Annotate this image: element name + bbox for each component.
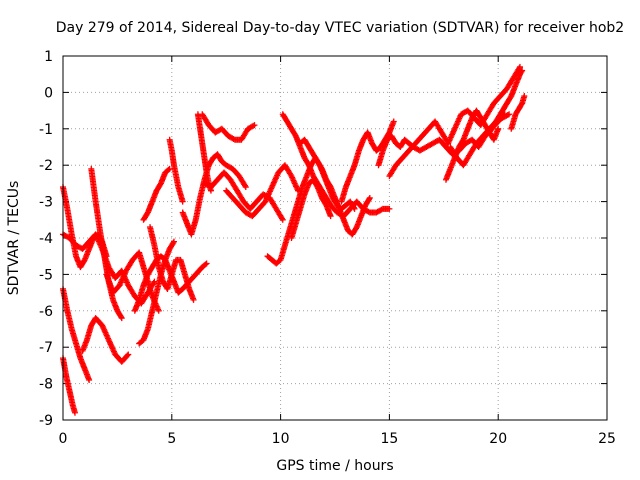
data-point	[202, 261, 209, 268]
series-arc-15	[199, 111, 258, 143]
data-point	[366, 194, 373, 201]
chart-title: Day 279 of 2014, Sidereal Day-to-day VTE…	[56, 20, 624, 36]
data-point	[125, 351, 132, 358]
data-point	[518, 68, 525, 75]
series-arc-16	[201, 169, 286, 223]
y-tick-label: -9	[39, 413, 53, 429]
data-point	[521, 93, 528, 100]
x-tick-label: 10	[272, 431, 290, 447]
y-tick-label: -7	[39, 340, 53, 356]
series-arc-20	[288, 176, 334, 241]
y-tick-label: -3	[39, 195, 53, 211]
series-arc-21	[297, 136, 373, 238]
data-point	[250, 122, 257, 129]
series-arc-10	[147, 224, 197, 303]
series-arc-28	[508, 93, 528, 132]
data-point	[386, 205, 393, 212]
series-arc-25	[442, 107, 502, 183]
y-tick-label: -8	[39, 377, 53, 393]
grid	[63, 56, 607, 420]
x-tick-label: 0	[59, 431, 68, 447]
data-point	[506, 111, 513, 118]
data-point	[170, 239, 177, 246]
x-tick-label: 5	[167, 431, 176, 447]
data-point	[165, 166, 172, 173]
y-tick-label: -2	[39, 158, 53, 174]
y-tick-label: -1	[39, 122, 53, 138]
y-tick-label: 1	[44, 49, 53, 65]
series-arc-11	[140, 165, 173, 223]
series-arc-13	[179, 151, 249, 238]
data-point	[124, 352, 131, 359]
plot-frame	[62, 55, 608, 421]
series-arc-22	[338, 118, 397, 205]
data-point	[170, 238, 177, 245]
data-point	[203, 260, 210, 267]
data-point	[327, 213, 334, 220]
data-point	[518, 101, 525, 108]
y-axis-label: SDTVAR / TECUs	[6, 181, 22, 296]
data-point	[366, 196, 373, 203]
data-point	[251, 122, 258, 129]
data-point	[504, 111, 511, 118]
data-point	[86, 376, 93, 383]
series-arc-12	[166, 136, 186, 205]
y-tick-label: 0	[44, 85, 53, 101]
data-point	[118, 315, 125, 322]
series-arc-5	[79, 315, 132, 365]
y-tick-label: -5	[39, 267, 53, 283]
x-axis-label: GPS time / hours	[276, 458, 393, 474]
data-point	[118, 313, 125, 320]
data-point	[155, 307, 162, 314]
x-tick-label: 15	[380, 431, 398, 447]
data-point	[179, 198, 186, 205]
series-arc-14	[194, 111, 214, 194]
x-tick-label: 20	[489, 431, 507, 447]
data-point	[71, 409, 78, 416]
data-point	[242, 184, 249, 191]
data-point	[516, 63, 523, 70]
data-points	[60, 63, 528, 416]
series-arc-23	[375, 111, 508, 169]
series-arc-17	[223, 162, 302, 220]
series-arc-27	[486, 67, 526, 136]
axis-ticks: 0 5 10 15 20 25 -9 -8 -7 -6 -5 -4 -3 -2 -1 0 1	[39, 49, 616, 447]
y-tick-label: -6	[39, 304, 53, 320]
data-point	[519, 67, 526, 74]
series-arc-2	[60, 285, 93, 383]
x-tick-label: 25	[598, 431, 616, 447]
data-point	[390, 118, 397, 125]
y-tick-label: -4	[39, 231, 53, 247]
data-point	[495, 125, 502, 132]
data-point	[190, 296, 197, 303]
data-point	[279, 216, 286, 223]
